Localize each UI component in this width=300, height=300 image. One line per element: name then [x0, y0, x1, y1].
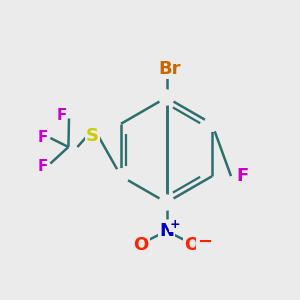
Text: F: F	[38, 159, 48, 174]
Text: N: N	[159, 222, 174, 240]
Text: −: −	[197, 233, 212, 251]
Circle shape	[113, 169, 128, 184]
Text: F: F	[38, 130, 48, 146]
Text: S: S	[85, 127, 99, 145]
Circle shape	[159, 195, 174, 210]
Text: Br: Br	[158, 60, 181, 78]
Text: F: F	[56, 108, 67, 123]
Text: F: F	[236, 167, 248, 185]
Circle shape	[205, 116, 220, 131]
Circle shape	[159, 90, 174, 105]
Text: +: +	[169, 218, 180, 232]
Text: O: O	[184, 236, 200, 253]
Text: O: O	[134, 236, 148, 253]
